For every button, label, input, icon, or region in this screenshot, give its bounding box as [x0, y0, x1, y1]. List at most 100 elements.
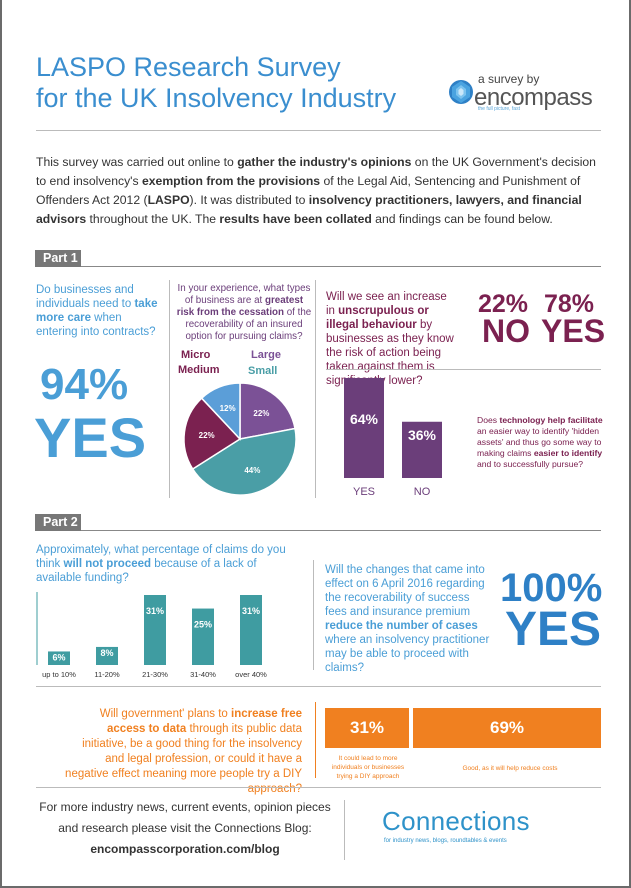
part-1-divider-left: [169, 280, 170, 498]
survey-byline: a survey by: [478, 72, 540, 86]
pie-slice-micro: [200, 382, 241, 441]
funding-bar-category: 11-20%: [94, 670, 120, 679]
intro-emphasis: LASPO: [147, 193, 190, 207]
connections-tagline: for industry news, blogs, roundtables & …: [384, 838, 507, 844]
bar-value-label: 64%: [350, 411, 379, 427]
footer-divider: [36, 787, 601, 788]
bar-category-label: YES: [353, 486, 375, 498]
pie-slice-label: 44%: [244, 466, 260, 475]
q2-text: of the recoverability of an insured opti…: [185, 307, 312, 342]
q3-question: Will we see an increase in unscrupulous …: [326, 290, 458, 388]
pie-slice-label: 12%: [220, 404, 236, 413]
q4-emphasis: easier to identify: [533, 448, 603, 458]
pie-legend-large: Large: [251, 349, 281, 361]
q1-question: Do businesses and individuals need to ta…: [36, 283, 161, 339]
pie-slice-large: [239, 382, 296, 440]
q5-emphasis: will not proceed: [63, 558, 152, 570]
intro-text: and findings can be found below.: [371, 212, 553, 226]
q7-diy-value: 31%: [349, 718, 385, 737]
pie-legend-medium: Medium: [178, 364, 220, 376]
intro-text: of the Legal Aid, Sentencing and Punishm…: [36, 174, 581, 207]
q3-q4-divider: [326, 369, 601, 370]
part-1-rule: [81, 266, 601, 267]
footer-message: For more industry news, current events, …: [39, 800, 331, 835]
bar-category-label: NO: [414, 486, 431, 498]
q4-emphasis: technology help facilitate: [499, 415, 603, 425]
funding-bar: [96, 646, 118, 665]
q7-reduce-costs-bar: 69%: [413, 708, 601, 748]
intro-emphasis: insolvency practitioners, lawyers, and f…: [36, 193, 582, 226]
intro-text: This survey was carried out online to: [36, 155, 238, 169]
q1-emphasis: take more care: [36, 298, 158, 324]
funding-bar-value: 8%: [100, 648, 113, 658]
part-2-label: Part 2: [35, 514, 81, 531]
funding-bar: [192, 608, 214, 665]
funding-bar: [48, 651, 70, 665]
intro-emphasis: exemption from the provisions: [141, 174, 321, 188]
q6-text: Will the changes that came into effect o…: [325, 564, 485, 618]
funding-bar-category: 31-40%: [190, 670, 216, 679]
q7-divider: [315, 702, 316, 778]
intro-emphasis: results have been collated: [219, 212, 372, 226]
q4-text: Does: [477, 415, 500, 425]
q3-text: Will we see an increase in: [326, 291, 447, 317]
q3-yes-percent: 78%: [544, 290, 595, 318]
encompass-logo-word: encompass: [474, 84, 593, 111]
connections-brand: Connections: [382, 806, 530, 836]
q5-text: Approximately, what percentage of claims…: [36, 544, 286, 570]
pie-slice-label: 22%: [199, 431, 215, 440]
q7-question: Will government' plans to increase free …: [60, 707, 302, 797]
title-line-1: LASPO Research Survey: [36, 52, 341, 82]
q1-text: Do businesses and individuals need to: [36, 284, 135, 310]
intro-text: throughout the UK. The: [86, 212, 220, 226]
intro-emphasis: gather the industry's opinions: [237, 155, 412, 169]
q5-question: Approximately, what percentage of claims…: [36, 543, 298, 585]
q1-text: when entering into contracts?: [36, 312, 156, 338]
funding-bar-value: 6%: [52, 652, 65, 662]
q4-question: Does technology help facilitate an easie…: [477, 415, 605, 470]
q2-text: In your experience, what types of busine…: [177, 283, 311, 306]
q6-question: Will the changes that came into effect o…: [325, 563, 490, 675]
q7-text: through its public data initiative, be a…: [65, 723, 302, 795]
q4-text: and to successfully pursue?: [477, 459, 584, 469]
part-1-label: Part 1: [35, 250, 81, 267]
header-divider: [36, 130, 601, 131]
title-line-2: for the UK Insolvency Industry: [36, 83, 397, 113]
q4-text: an easier way to identify 'hidden assets…: [477, 426, 602, 458]
funding-bar-category: over 40%: [235, 670, 267, 679]
bar-value-label: 36%: [408, 427, 437, 443]
technology-yes-no-bar-chart: 64% YES 36% NO: [344, 378, 442, 498]
intro-text: on the UK Government's decision to end i…: [36, 155, 596, 188]
part-1-divider-right: [315, 280, 316, 498]
page-title: LASPO Research Survey for the UK Insolve…: [36, 52, 396, 114]
encompass-logo-icon: [449, 80, 473, 104]
q3-no-word: NO: [482, 313, 530, 349]
q1-answer-word: YES: [34, 406, 147, 469]
funding-bar-chart: 6% up to 10% 8% 11-20% 31% 21-30% 25% 31-40% 31%…: [36, 592, 267, 679]
q6-emphasis: reduce the number of cases: [325, 620, 478, 632]
pie-slice-small: [191, 427, 297, 496]
pie-legend-small: Small: [248, 365, 278, 377]
encompass-logo-tagline: the full picture, fast: [478, 106, 520, 112]
q6-text: where an insolvency practitioner may be …: [325, 634, 490, 674]
q6-answer-word: YES: [505, 603, 602, 656]
intro-paragraph: This survey was carried out online to ga…: [36, 153, 601, 229]
pie-slice-label: 22%: [253, 409, 269, 418]
funding-bar-value: 31%: [242, 606, 260, 616]
q3-yes-word: YES: [541, 313, 606, 349]
funding-bar-category: 21-30%: [142, 670, 168, 679]
footer-text-block: For more industry news, current events, …: [36, 797, 334, 860]
part-2-rule: [81, 530, 601, 531]
part-2-divider: [313, 560, 314, 670]
intro-text: ). It was distributed to: [189, 193, 309, 207]
q2-emphasis: greatest risk from the cessation: [176, 295, 304, 318]
business-risk-pie-chart: 22% 44% 22% 12%: [183, 382, 297, 496]
funding-bar-value: 31%: [146, 606, 164, 616]
q7-diy-note: It could lead to more individuals or bus…: [331, 755, 405, 780]
bar-no: [402, 421, 442, 478]
funding-bar: [240, 595, 262, 665]
q6-q7-divider: [36, 686, 601, 687]
footer-blog-link[interactable]: encompasscorporation.com/blog: [90, 842, 280, 856]
q7-diy-bar: 31%: [325, 708, 409, 748]
